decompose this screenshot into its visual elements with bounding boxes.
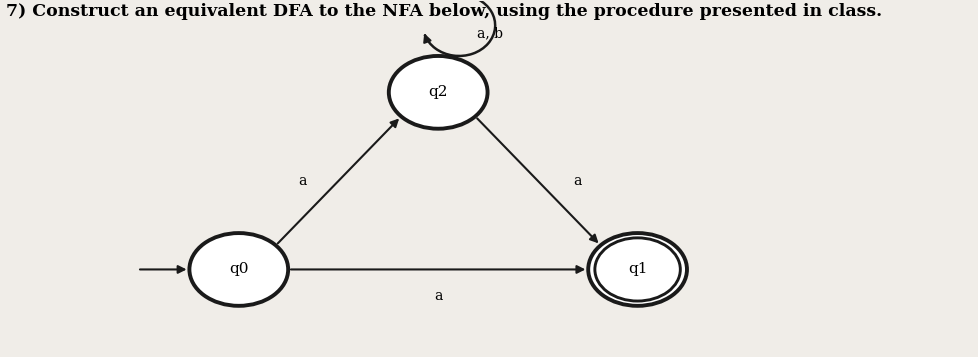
Text: a, b: a, b (477, 26, 503, 40)
Text: a: a (433, 289, 442, 303)
Text: q2: q2 (428, 85, 448, 99)
Text: a: a (573, 174, 581, 188)
Text: q0: q0 (229, 262, 248, 276)
Text: a: a (298, 174, 306, 188)
Ellipse shape (388, 56, 487, 129)
Text: 7) Construct an equivalent DFA to the NFA below, using the procedure presented i: 7) Construct an equivalent DFA to the NF… (6, 3, 881, 20)
Text: q1: q1 (627, 262, 646, 276)
Ellipse shape (189, 233, 288, 306)
Ellipse shape (588, 233, 687, 306)
